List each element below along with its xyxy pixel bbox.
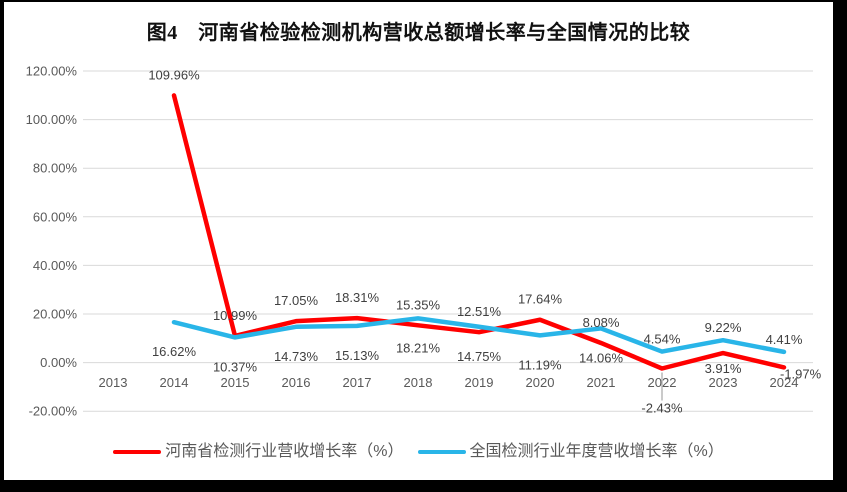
data-label: 10.99% [213,308,258,323]
plot-svg: 120.00% 100.00% 80.00% 60.00% 40.00% 20.00% 0.… [26,64,822,419]
y-tick-label: 100.00% [26,112,78,127]
y-tick-label: 60.00% [33,209,78,224]
x-axis-label: 2015 [221,375,250,390]
data-label: 8.08% [583,315,620,330]
legend-item-national: 全国检测行业年度营收增长率（%） [417,442,724,462]
data-label: 9.22% [705,320,742,335]
y-tick-label: 20.00% [33,307,78,322]
data-label: 3.91% [705,361,742,376]
data-label: 18.21% [396,340,441,355]
data-label: 17.05% [274,293,319,308]
data-label: 4.41% [766,332,803,347]
x-axis-label: 2020 [526,375,555,390]
legend-line-henan-icon [113,449,162,455]
y-tick-label: -20.00% [29,404,78,419]
data-label: -2.43% [641,401,683,416]
x-axis-label: 2014 [160,375,189,390]
data-label: 15.35% [396,297,441,312]
y-tick-label: 120.00% [26,64,78,79]
data-label: 11.19% [518,357,562,372]
data-label: 14.06% [579,350,624,365]
y-tick-label: 80.00% [33,161,78,176]
data-label: 14.73% [274,349,319,364]
data-label: 15.13% [335,348,380,363]
x-axis-label: 2019 [465,375,494,390]
legend-item-henan: 河南省检测行业营收增长率（%） [113,442,404,462]
data-label: 17.64% [518,292,563,307]
series-line-0 [171,93,787,371]
legend-label-henan: 河南省检测行业营收增长率（%） [165,443,404,460]
y-tick-label: 40.00% [33,258,78,273]
y-tick-label: 0.00% [40,355,77,370]
data-label: -1.97% [780,366,822,381]
series-line-1 [171,316,787,355]
x-axis-label: 2023 [709,375,738,390]
data-label: 109.96% [148,67,200,82]
x-axis-label: 2018 [404,375,433,390]
x-axis-label: 2017 [343,375,372,390]
data-label: 12.51% [457,304,502,319]
chart-title: 图4 河南省检验检测机构营收总额增长率与全国情况的比较 [146,22,691,44]
data-label: 10.37% [213,359,258,374]
chart-frame: 图4 河南省检验检测机构营收总额增长率与全国情况的比较 120.00% 100.0… [4,2,833,480]
x-axis-label: 2013 [99,375,128,390]
data-label: 4.54% [644,332,681,347]
x-axis-label: 2016 [282,375,311,390]
legend-label-national: 全国检测行业年度营收增长率（%） [469,443,724,460]
legend: 河南省检测行业营收增长率（%） 全国检测行业年度营收增长率（%） [4,442,833,462]
data-label: 18.31% [335,290,380,305]
legend-line-national-icon [417,449,466,455]
data-label: 14.75% [457,349,502,364]
data-label: 16.62% [152,344,197,359]
x-axis-label: 2024 [770,375,799,390]
x-axis-label: 2021 [587,375,616,390]
